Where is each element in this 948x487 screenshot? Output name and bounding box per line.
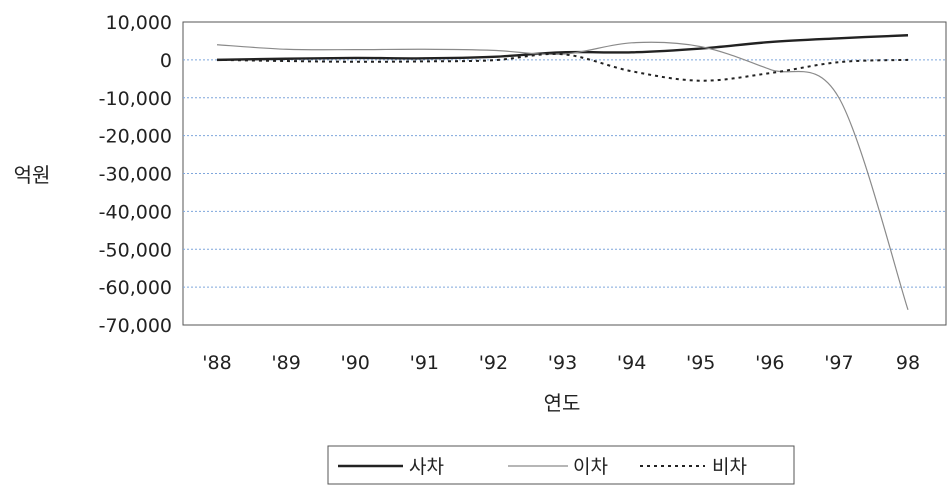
x-tick-label: 98 [896, 352, 920, 374]
x-axis-title: 연도 [544, 391, 581, 415]
x-tick-label: '95 [686, 352, 715, 374]
x-tick-label: '90 [340, 352, 369, 374]
series-line-사차 [216, 34, 909, 62]
y-tick-label: 0 [160, 50, 172, 72]
y-tick-label: 10,000 [106, 12, 172, 34]
y-tick-label: -30,000 [99, 164, 172, 186]
y-tick-label: -20,000 [99, 126, 172, 148]
legend-label-이차: 이차 [573, 456, 608, 478]
legend: 사차 이차 비차 [327, 445, 795, 485]
x-tick-label: '96 [755, 352, 784, 374]
series-line-비차 [216, 52, 909, 82]
gridlines [183, 59, 946, 288]
x-tick-label: '89 [271, 352, 300, 374]
y-tick-label: -10,000 [99, 88, 172, 110]
y-axis-title: 억원 [14, 163, 51, 187]
x-tick-label: '88 [202, 352, 231, 374]
x-tick-label: '97 [824, 352, 853, 374]
y-tick-label: -50,000 [99, 239, 172, 261]
y-tick-label: -40,000 [99, 201, 172, 223]
series-lines [216, 34, 909, 311]
x-tick-label: '93 [548, 352, 577, 374]
x-tick-label: '94 [617, 352, 646, 374]
y-tick-label: -60,000 [99, 277, 172, 299]
legend-label-사차: 사차 [409, 456, 444, 478]
legend-box [327, 445, 795, 485]
series-line-이차 [216, 41, 909, 311]
x-tick-labels: '88 '89 '90 '91 '92 '93 '94 '95 '96 '97 98 [202, 352, 920, 374]
x-tick-label: '91 [410, 352, 439, 374]
y-tick-labels: 10,000 0 -10,000 -20,000 -30,000 -40,000 -50,0… [99, 12, 172, 337]
legend-label-비차: 비차 [712, 456, 747, 478]
x-tick-label: '92 [479, 352, 508, 374]
y-tick-label: -70,000 [99, 315, 172, 337]
